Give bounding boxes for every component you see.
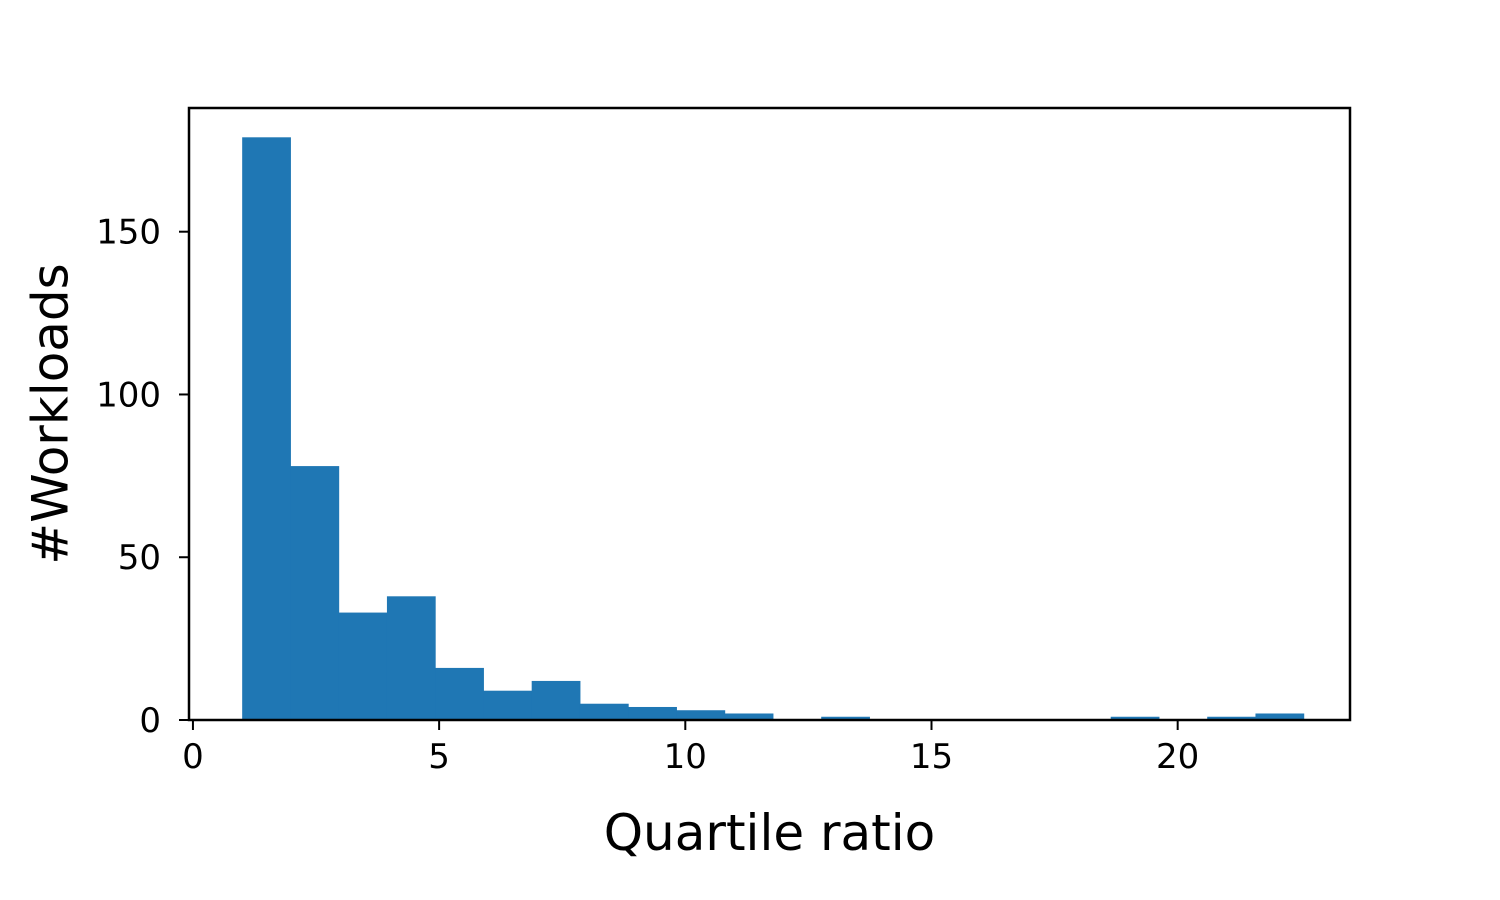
- y-tick-label-3: 150: [96, 213, 161, 253]
- y-tick-label-1: 50: [118, 538, 161, 578]
- bars-layer: [242, 137, 1305, 721]
- histogram-bar-7: [579, 703, 629, 720]
- y-tick-label-0: 0: [139, 701, 161, 741]
- histogram-bar-0: [242, 137, 291, 721]
- histogram-bar-8: [628, 706, 677, 720]
- x-tick-label-0: 0: [182, 737, 204, 777]
- histogram-bar-3: [386, 596, 436, 720]
- ticks-layer: 0 5 10 15 20 0 50 100 150: [96, 213, 1199, 777]
- x-tick-label-4: 20: [1156, 737, 1199, 777]
- plot-frame: [187, 106, 1352, 722]
- histogram-bar-2: [338, 612, 388, 720]
- y-axis-title: #Workloads: [22, 263, 80, 564]
- histogram-bar-21: [1255, 713, 1305, 720]
- y-tick-label-2: 100: [96, 375, 161, 415]
- x-axis-title: Quartile ratio: [604, 804, 936, 862]
- histogram-bar-5: [483, 690, 533, 720]
- histogram-bar-9: [676, 710, 726, 720]
- histogram-bar-20: [1207, 716, 1256, 720]
- histogram-bar-6: [531, 680, 581, 720]
- histogram-bar-10: [724, 713, 774, 720]
- histogram-bar-4: [435, 667, 484, 720]
- x-tick-label-2: 10: [664, 737, 707, 777]
- histogram-bar-12: [821, 716, 870, 720]
- x-tick-label-3: 15: [910, 737, 953, 777]
- x-tick-label-1: 5: [428, 737, 450, 777]
- histogram-bar-1: [290, 466, 340, 720]
- histogram-bar-18: [1110, 716, 1160, 720]
